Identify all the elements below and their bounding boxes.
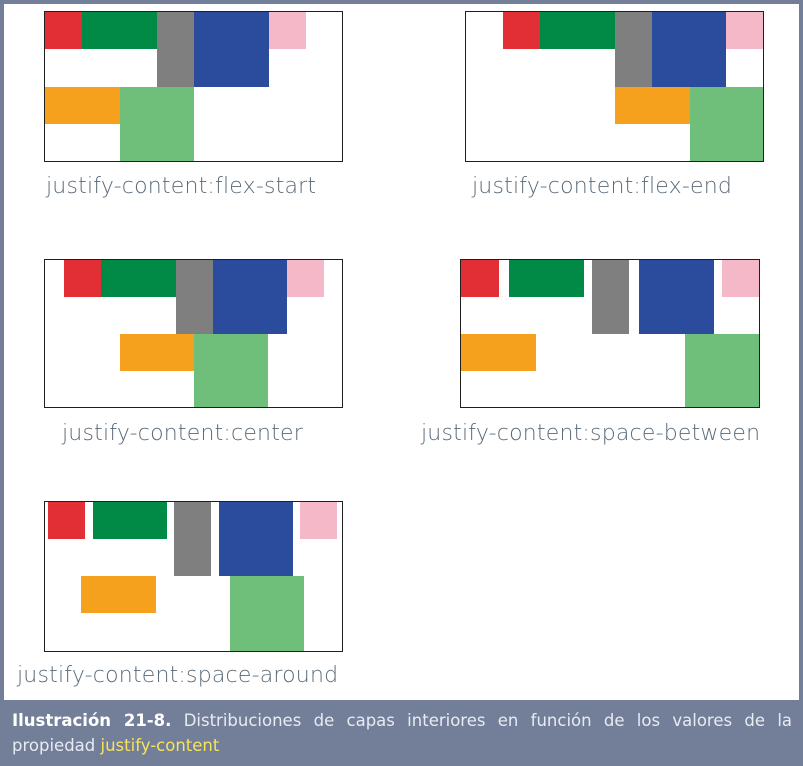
block-light-green (685, 334, 759, 407)
block-dark-green (540, 12, 615, 49)
block-red (461, 260, 499, 297)
block-orange (81, 576, 156, 613)
block-red (45, 12, 82, 49)
panel-label-space-between: justify-content:space-between (421, 421, 761, 446)
block-gray (174, 502, 211, 576)
block-pink (287, 260, 324, 297)
block-light-green (194, 334, 268, 407)
block-light-green (230, 576, 304, 651)
block-gray (176, 260, 213, 334)
block-pink (726, 12, 763, 49)
block-dark-green (509, 260, 584, 297)
block-pink (300, 502, 337, 539)
block-blue (194, 12, 269, 87)
panel-label-flex-start: justify-content:flex-start (46, 174, 317, 199)
caption-highlight: justify-content (100, 736, 220, 755)
panel-space-between (460, 259, 760, 408)
block-orange (615, 87, 690, 124)
block-blue (639, 260, 714, 334)
block-gray (615, 12, 652, 87)
block-orange (461, 334, 536, 371)
panel-space-around (44, 501, 343, 652)
block-light-green (120, 87, 194, 161)
block-orange (120, 334, 194, 371)
block-dark-green (93, 502, 167, 539)
block-red (64, 260, 101, 297)
block-red (48, 502, 85, 539)
block-dark-green (101, 260, 176, 297)
block-pink (722, 260, 759, 297)
panel-label-center: justify-content:center (62, 421, 304, 446)
block-blue (213, 260, 287, 334)
block-blue (219, 502, 293, 576)
panel-label-flex-end: justify-content:flex-end (472, 174, 733, 199)
panel-center (44, 259, 343, 408)
block-light-green (690, 87, 763, 161)
block-orange (45, 87, 120, 124)
block-pink (269, 12, 306, 49)
block-dark-green (82, 12, 157, 49)
figure-caption: Ilustración 21-8. Distribuciones de capa… (12, 708, 792, 758)
panel-flex-end (465, 11, 764, 162)
caption-figure-number: Ilustración 21-8. (12, 711, 172, 730)
panel-label-space-around: justify-content:space-around (17, 663, 339, 688)
block-gray (592, 260, 629, 334)
block-red (503, 12, 540, 49)
panel-flex-start (44, 11, 343, 162)
block-blue (652, 12, 726, 87)
block-gray (157, 12, 194, 87)
caption-text: Distribuciones de capas interiores en fu… (12, 711, 793, 755)
